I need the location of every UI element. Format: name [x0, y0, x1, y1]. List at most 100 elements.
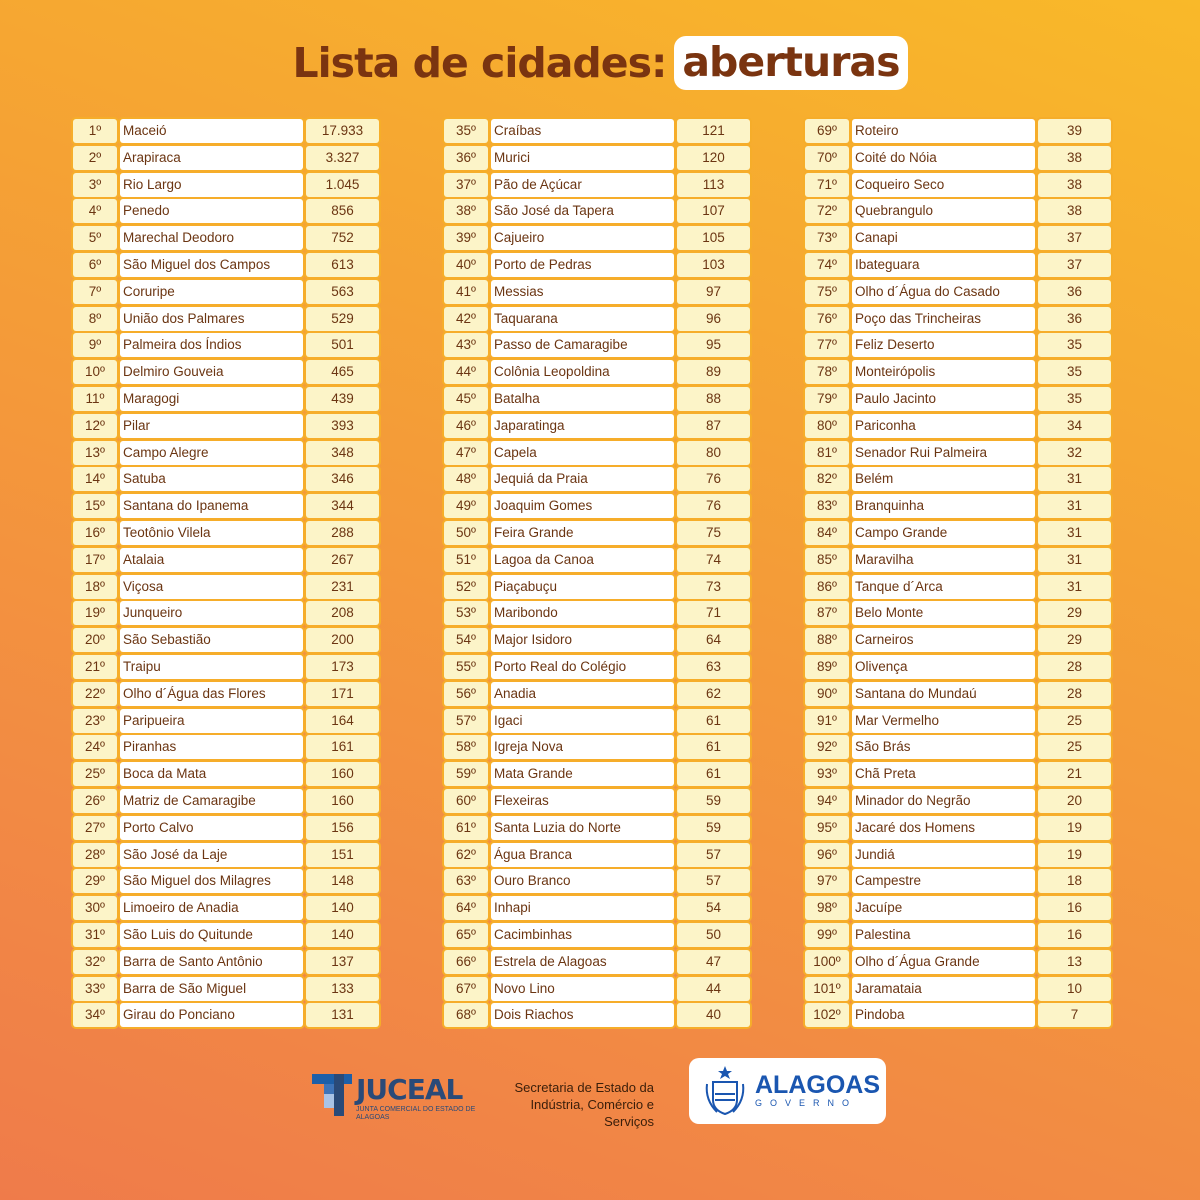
openings-count-cell: 61 — [677, 735, 750, 760]
openings-count-cell: 17.933 — [306, 119, 379, 143]
table-row: 4º Penedo 856 — [73, 199, 379, 224]
city-name-cell: Coité do Nóia — [852, 145, 1035, 170]
openings-count-cell: 131 — [306, 1003, 379, 1028]
table-row: 86º Tanque d´Arca 31 — [805, 574, 1111, 599]
openings-count-cell: 37 — [1038, 226, 1111, 251]
city-name-cell: Taquarana — [491, 306, 674, 331]
rank-cell: 37º — [444, 172, 488, 197]
table-row: 48º Jequiá da Praia 76 — [444, 467, 750, 492]
table-row: 28º São José da Laje 151 — [73, 842, 379, 867]
city-name-cell: Anadia — [491, 681, 674, 706]
table-row: 35º Craíbas 121 — [444, 119, 750, 143]
secretaria-text: Secretaria de Estado da Indústria, Comér… — [514, 1080, 654, 1129]
rank-cell: 3º — [73, 172, 117, 197]
openings-count-cell: 103 — [677, 252, 750, 277]
city-name-cell: Água Branca — [491, 842, 674, 867]
openings-count-cell: 35 — [1038, 333, 1111, 358]
city-name-cell: Pilar — [120, 413, 303, 438]
openings-count-cell: 501 — [306, 333, 379, 358]
city-name-cell: Senador Rui Palmeira — [852, 440, 1035, 465]
table-row: 18º Viçosa 231 — [73, 574, 379, 599]
city-name-cell: Maribondo — [491, 601, 674, 626]
table-row: 96º Jundiá 19 — [805, 842, 1111, 867]
rank-cell: 25º — [73, 762, 117, 787]
city-name-cell: Olho d´Água das Flores — [120, 681, 303, 706]
rank-cell: 56º — [444, 681, 488, 706]
state-coat-of-arms-icon — [705, 1066, 745, 1116]
rank-cell: 96º — [805, 842, 849, 867]
table-row: 42º Taquarana 96 — [444, 306, 750, 331]
table-row: 65º Cacimbinhas 50 — [444, 922, 750, 947]
openings-count-cell: 393 — [306, 413, 379, 438]
rank-cell: 34º — [73, 1003, 117, 1028]
rank-cell: 83º — [805, 494, 849, 519]
openings-count-cell: 39 — [1038, 119, 1111, 143]
rank-cell: 50º — [444, 520, 488, 545]
openings-count-cell: 208 — [306, 601, 379, 626]
city-name-cell: Barra de São Miguel — [120, 976, 303, 1001]
rank-cell: 39º — [444, 226, 488, 251]
juceal-name: JUCEAL — [356, 1073, 463, 1106]
table-row: 17º Atalaia 267 — [73, 547, 379, 572]
rank-cell: 60º — [444, 788, 488, 813]
openings-count-cell: 171 — [306, 681, 379, 706]
rank-cell: 11º — [73, 386, 117, 411]
openings-count-cell: 28 — [1038, 654, 1111, 679]
openings-count-cell: 44 — [677, 976, 750, 1001]
rank-cell: 27º — [73, 815, 117, 840]
openings-count-cell: 36 — [1038, 306, 1111, 331]
table-row: 90º Santana do Mundaú 28 — [805, 681, 1111, 706]
rank-cell: 33º — [73, 976, 117, 1001]
rank-cell: 79º — [805, 386, 849, 411]
openings-count-cell: 31 — [1038, 494, 1111, 519]
openings-count-cell: 21 — [1038, 762, 1111, 787]
table-row: 94º Minador do Negrão 20 — [805, 788, 1111, 813]
juceal-mark-icon — [312, 1074, 352, 1116]
openings-count-cell: 37 — [1038, 252, 1111, 277]
openings-count-cell: 29 — [1038, 628, 1111, 653]
city-name-cell: Jaramataia — [852, 976, 1035, 1001]
table-row: 38º São José da Tapera 107 — [444, 199, 750, 224]
table-row: 1º Maceió 17.933 — [73, 119, 379, 143]
city-name-cell: Pindoba — [852, 1003, 1035, 1028]
rank-cell: 70º — [805, 145, 849, 170]
table-row: 7º Coruripe 563 — [73, 279, 379, 304]
city-name-cell: Quebrangulo — [852, 199, 1035, 224]
rank-cell: 44º — [444, 360, 488, 385]
openings-count-cell: 31 — [1038, 574, 1111, 599]
table-row: 62º Água Branca 57 — [444, 842, 750, 867]
openings-count-cell: 35 — [1038, 360, 1111, 385]
table-row: 26º Matriz de Camaragibe 160 — [73, 788, 379, 813]
rank-cell: 102º — [805, 1003, 849, 1028]
city-name-cell: Ouro Branco — [491, 869, 674, 894]
table-row: 101º Jaramataia 10 — [805, 976, 1111, 1001]
openings-count-cell: 61 — [677, 708, 750, 733]
openings-count-cell: 38 — [1038, 145, 1111, 170]
table-row: 43º Passo de Camaragibe 95 — [444, 333, 750, 358]
openings-count-cell: 105 — [677, 226, 750, 251]
table-row: 9º Palmeira dos Índios 501 — [73, 333, 379, 358]
table-row: 87º Belo Monte 29 — [805, 601, 1111, 626]
city-name-cell: Poço das Trincheiras — [852, 306, 1035, 331]
openings-count-cell: 148 — [306, 869, 379, 894]
rank-cell: 4º — [73, 199, 117, 224]
city-name-cell: Piaçabuçu — [491, 574, 674, 599]
city-name-cell: Ibateguara — [852, 252, 1035, 277]
city-name-cell: Coqueiro Seco — [852, 172, 1035, 197]
city-name-cell: Jacuípe — [852, 896, 1035, 921]
rank-cell: 94º — [805, 788, 849, 813]
page-title: Lista de cidades: aberturas — [0, 36, 1200, 90]
rank-cell: 29º — [73, 869, 117, 894]
rank-cell: 32º — [73, 949, 117, 974]
openings-count-cell: 161 — [306, 735, 379, 760]
city-name-cell: Marechal Deodoro — [120, 226, 303, 251]
table-row: 102º Pindoba 7 — [805, 1003, 1111, 1028]
openings-count-cell: 62 — [677, 681, 750, 706]
table-row: 71º Coqueiro Seco 38 — [805, 172, 1111, 197]
openings-count-cell: 231 — [306, 574, 379, 599]
openings-count-cell: 13 — [1038, 949, 1111, 974]
openings-count-cell: 35 — [1038, 386, 1111, 411]
rank-cell: 47º — [444, 440, 488, 465]
city-name-cell: Campo Grande — [852, 520, 1035, 545]
rank-cell: 19º — [73, 601, 117, 626]
